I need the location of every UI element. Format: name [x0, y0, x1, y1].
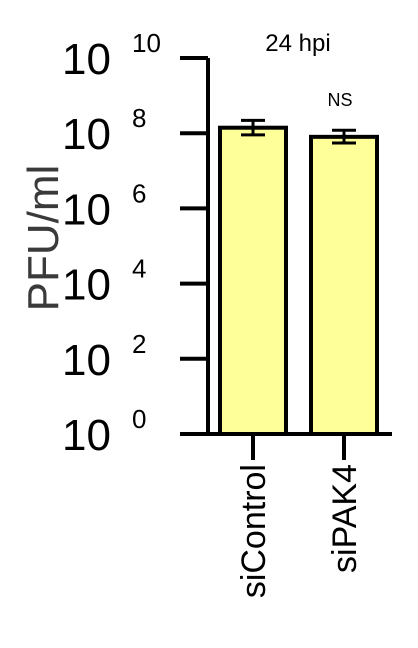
- y-tick-label-exp-10: 10: [132, 28, 161, 58]
- y-tick-label-exp-2: 2: [132, 329, 146, 359]
- y-tick-label-base-4: 10: [62, 261, 111, 310]
- y-tick-label-base-6: 10: [62, 185, 111, 234]
- plot-area: 10 0 10 2 10 4 10 6 10 8 10 10 siControl siPAK4: [62, 28, 392, 598]
- y-tick-label-exp-8: 8: [132, 103, 146, 133]
- y-tick-label-exp-0: 0: [132, 404, 146, 434]
- y-tick-label-base-0: 10: [62, 411, 111, 460]
- y-tick-label-base-2: 10: [62, 336, 111, 385]
- y-tick-label-base-8: 10: [62, 110, 111, 159]
- chart-title: 24 hpi: [265, 30, 330, 57]
- significance-annotation: NS: [327, 90, 352, 110]
- bar-siPAK4: [309, 134, 379, 436]
- y-tick-label-base-10: 10: [62, 35, 111, 84]
- x-tick-label-siControl: siControl: [235, 464, 273, 598]
- y-tick-label-exp-4: 4: [132, 254, 146, 284]
- y-axis-label: PFU/ml: [19, 165, 68, 312]
- y-tick-label-exp-6: 6: [132, 178, 146, 208]
- bar-siControl: [218, 125, 288, 436]
- x-tick-label-siPAK4: siPAK4: [326, 464, 364, 573]
